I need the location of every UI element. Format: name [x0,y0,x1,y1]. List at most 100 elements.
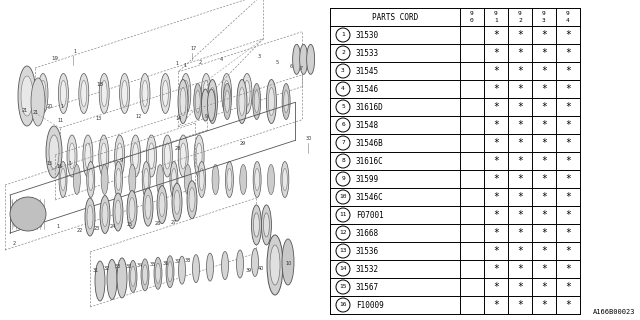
Text: *: * [517,84,523,94]
Ellipse shape [31,78,45,126]
Text: 21: 21 [22,108,28,113]
Text: *: * [541,156,547,166]
Ellipse shape [142,81,148,107]
Text: *: * [565,30,571,40]
Ellipse shape [180,74,191,114]
Text: *: * [565,84,571,94]
Text: 8: 8 [341,158,345,164]
Text: *: * [517,174,523,184]
Text: 2: 2 [341,51,345,55]
Ellipse shape [207,89,216,121]
Ellipse shape [61,169,65,190]
Text: 1: 1 [73,49,76,54]
Text: *: * [493,48,499,58]
Ellipse shape [87,205,93,229]
Ellipse shape [142,162,150,197]
Ellipse shape [264,213,269,237]
Text: 26: 26 [155,221,161,226]
Ellipse shape [172,169,177,190]
Text: 12: 12 [339,230,347,236]
Text: *: * [565,156,571,166]
Text: *: * [565,66,571,76]
Text: 3: 3 [258,54,261,59]
Text: *: * [517,48,523,58]
Text: 40: 40 [258,266,264,271]
Ellipse shape [60,81,67,107]
Ellipse shape [163,135,172,177]
Ellipse shape [120,74,130,114]
Text: 31548: 31548 [356,121,379,130]
Text: *: * [565,174,571,184]
Ellipse shape [282,239,294,285]
Ellipse shape [116,169,121,190]
Text: 1: 1 [494,19,498,23]
Text: *: * [541,282,547,292]
Ellipse shape [184,164,191,195]
Text: 39: 39 [246,268,252,273]
Text: *: * [493,30,499,40]
Text: *: * [517,300,523,310]
Text: *: * [541,84,547,94]
Ellipse shape [143,265,147,285]
Ellipse shape [253,213,259,237]
Ellipse shape [239,87,245,116]
Ellipse shape [101,164,108,195]
Ellipse shape [161,74,170,114]
Text: 31567: 31567 [356,283,379,292]
Text: 31546C: 31546C [356,193,384,202]
Ellipse shape [140,74,150,114]
Ellipse shape [180,87,186,116]
Text: *: * [565,300,571,310]
Text: 1: 1 [56,224,60,229]
Text: 12: 12 [135,114,141,119]
Text: 31546: 31546 [356,84,379,93]
Ellipse shape [159,193,165,217]
Text: 31545: 31545 [356,67,379,76]
Ellipse shape [204,81,209,107]
Ellipse shape [117,258,127,298]
Text: 31: 31 [93,268,99,273]
Text: 28: 28 [175,146,181,151]
Text: 10: 10 [285,261,291,266]
Ellipse shape [253,162,261,197]
Text: 9: 9 [566,11,570,16]
Text: *: * [517,282,523,292]
Text: *: * [565,48,571,58]
Ellipse shape [268,164,275,195]
Text: 2: 2 [199,60,202,65]
Text: 31533: 31533 [356,49,379,58]
Text: *: * [493,174,499,184]
Ellipse shape [267,235,283,295]
Ellipse shape [148,143,154,169]
Text: 0: 0 [470,19,474,23]
Ellipse shape [183,81,189,107]
Ellipse shape [95,261,105,301]
Text: *: * [493,210,499,220]
Text: 5: 5 [276,60,279,65]
Text: 6: 6 [290,64,293,69]
Ellipse shape [156,263,161,283]
Ellipse shape [268,87,275,116]
Text: 31616C: 31616C [356,156,384,165]
Text: 31536: 31536 [356,246,379,255]
Text: 13: 13 [339,249,347,253]
Text: *: * [493,192,499,202]
Text: 21: 21 [33,110,39,115]
Ellipse shape [102,203,108,227]
Ellipse shape [166,256,174,288]
Ellipse shape [261,205,271,245]
Ellipse shape [58,74,68,114]
Ellipse shape [253,84,260,119]
Text: *: * [517,210,523,220]
Text: 15: 15 [339,284,347,290]
Ellipse shape [85,198,95,236]
Text: 7: 7 [341,140,345,146]
Text: *: * [541,48,547,58]
Ellipse shape [163,81,168,107]
Ellipse shape [144,169,148,190]
Text: 31616D: 31616D [356,102,384,111]
Ellipse shape [115,162,122,197]
Text: PARTS CORD: PARTS CORD [372,12,418,21]
Ellipse shape [242,74,252,114]
Text: 9: 9 [205,114,208,119]
